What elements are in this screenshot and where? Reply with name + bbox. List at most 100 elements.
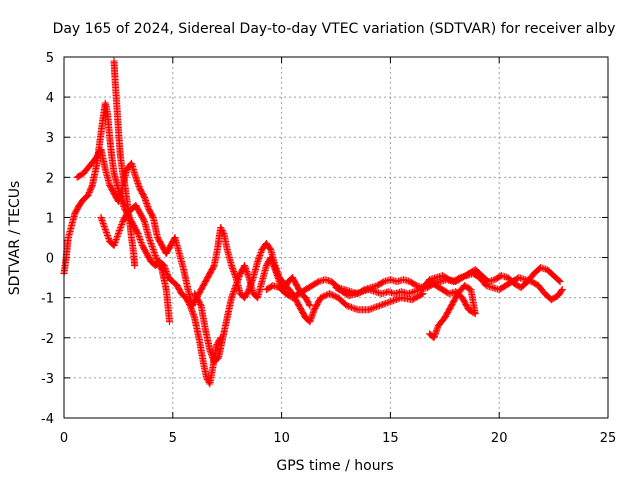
data-point bbox=[452, 288, 460, 296]
x-axis-label: GPS time / hours bbox=[276, 458, 393, 474]
data-point bbox=[206, 347, 214, 355]
plot-area bbox=[60, 57, 566, 388]
data-point bbox=[203, 374, 210, 382]
data-point bbox=[306, 302, 314, 310]
data-point bbox=[365, 306, 373, 314]
data-point bbox=[388, 297, 396, 305]
data-point bbox=[118, 219, 126, 227]
y-tick-label: -4 bbox=[41, 412, 54, 427]
data-point bbox=[217, 224, 225, 231]
data-point bbox=[411, 281, 419, 289]
data-series-trace-f bbox=[426, 278, 479, 342]
data-point bbox=[326, 290, 333, 298]
data-point bbox=[427, 278, 435, 286]
y-tick-label: 5 bbox=[46, 51, 54, 66]
y-tick-label: 4 bbox=[46, 91, 54, 106]
data-point bbox=[369, 304, 377, 312]
data-point bbox=[218, 225, 225, 233]
data-point bbox=[430, 334, 438, 342]
data-point bbox=[111, 239, 119, 246]
data-point bbox=[144, 204, 152, 212]
data-series-trace-b bbox=[73, 145, 427, 326]
data-point bbox=[384, 288, 392, 296]
y-axis-label: SDTVAR / TECUs bbox=[7, 181, 23, 296]
data-point bbox=[86, 186, 94, 194]
data-point bbox=[190, 312, 198, 320]
data-point bbox=[131, 262, 139, 270]
data-point bbox=[229, 291, 237, 299]
data-point bbox=[376, 302, 383, 310]
data-point bbox=[242, 266, 250, 274]
data-point bbox=[331, 292, 339, 300]
data-point bbox=[371, 303, 379, 311]
data-point bbox=[346, 303, 354, 311]
data-point bbox=[268, 257, 276, 265]
data-point bbox=[149, 246, 157, 253]
data-point bbox=[209, 263, 217, 271]
data-point bbox=[102, 229, 110, 236]
data-point bbox=[328, 291, 336, 299]
y-tick-label: 1 bbox=[46, 211, 54, 226]
data-point bbox=[426, 278, 434, 286]
data-point bbox=[133, 178, 141, 186]
data-point bbox=[235, 274, 243, 282]
data-point bbox=[229, 265, 237, 273]
data-point bbox=[230, 288, 238, 296]
data-point bbox=[231, 285, 239, 293]
data-point bbox=[99, 218, 107, 226]
data-point bbox=[115, 228, 123, 236]
data-point bbox=[431, 331, 439, 339]
data-point bbox=[557, 287, 565, 295]
data-point bbox=[189, 309, 197, 317]
x-tick-label: 15 bbox=[382, 431, 399, 446]
data-point bbox=[343, 302, 351, 310]
data-point bbox=[394, 295, 402, 303]
y-tick-label: 3 bbox=[46, 131, 54, 146]
data-point bbox=[105, 235, 113, 242]
data-series-trace-a bbox=[60, 99, 225, 388]
data-point bbox=[313, 278, 321, 286]
data-point bbox=[374, 302, 382, 310]
data-point bbox=[135, 231, 142, 239]
data-point bbox=[230, 268, 238, 276]
y-tick-label: -1 bbox=[41, 292, 54, 307]
data-point bbox=[371, 288, 379, 296]
data-point bbox=[141, 193, 148, 201]
data-point bbox=[234, 277, 241, 285]
data-point bbox=[256, 252, 264, 260]
data-point bbox=[267, 254, 275, 262]
data-point bbox=[321, 292, 329, 300]
data-point bbox=[113, 233, 121, 240]
y-tick-label: 2 bbox=[46, 171, 54, 186]
data-point bbox=[243, 269, 251, 277]
data-point bbox=[84, 191, 92, 199]
data-point bbox=[86, 187, 94, 195]
data-point bbox=[273, 272, 281, 280]
data-point bbox=[149, 212, 156, 220]
y-tick-label: 0 bbox=[46, 252, 54, 267]
plot-frame bbox=[63, 56, 609, 419]
data-point bbox=[357, 288, 364, 296]
data-point bbox=[368, 305, 376, 313]
data-point bbox=[386, 298, 394, 306]
data-point bbox=[244, 287, 252, 295]
data-point bbox=[166, 318, 173, 326]
data-point bbox=[148, 243, 156, 250]
data-point bbox=[110, 242, 118, 249]
data-point bbox=[269, 261, 277, 269]
data-point bbox=[257, 249, 265, 256]
data-point bbox=[218, 227, 226, 234]
data-point bbox=[152, 253, 160, 261]
data-point bbox=[348, 303, 355, 311]
data-point bbox=[219, 228, 227, 236]
data-point bbox=[117, 222, 125, 230]
x-tick-label: 5 bbox=[169, 431, 177, 446]
data-point bbox=[147, 240, 155, 247]
data-point bbox=[98, 215, 105, 223]
data-point bbox=[409, 288, 417, 296]
data-point bbox=[188, 306, 196, 314]
data-point bbox=[145, 235, 153, 243]
data-point bbox=[151, 250, 159, 258]
data-point bbox=[391, 296, 399, 304]
data-point bbox=[382, 299, 390, 307]
